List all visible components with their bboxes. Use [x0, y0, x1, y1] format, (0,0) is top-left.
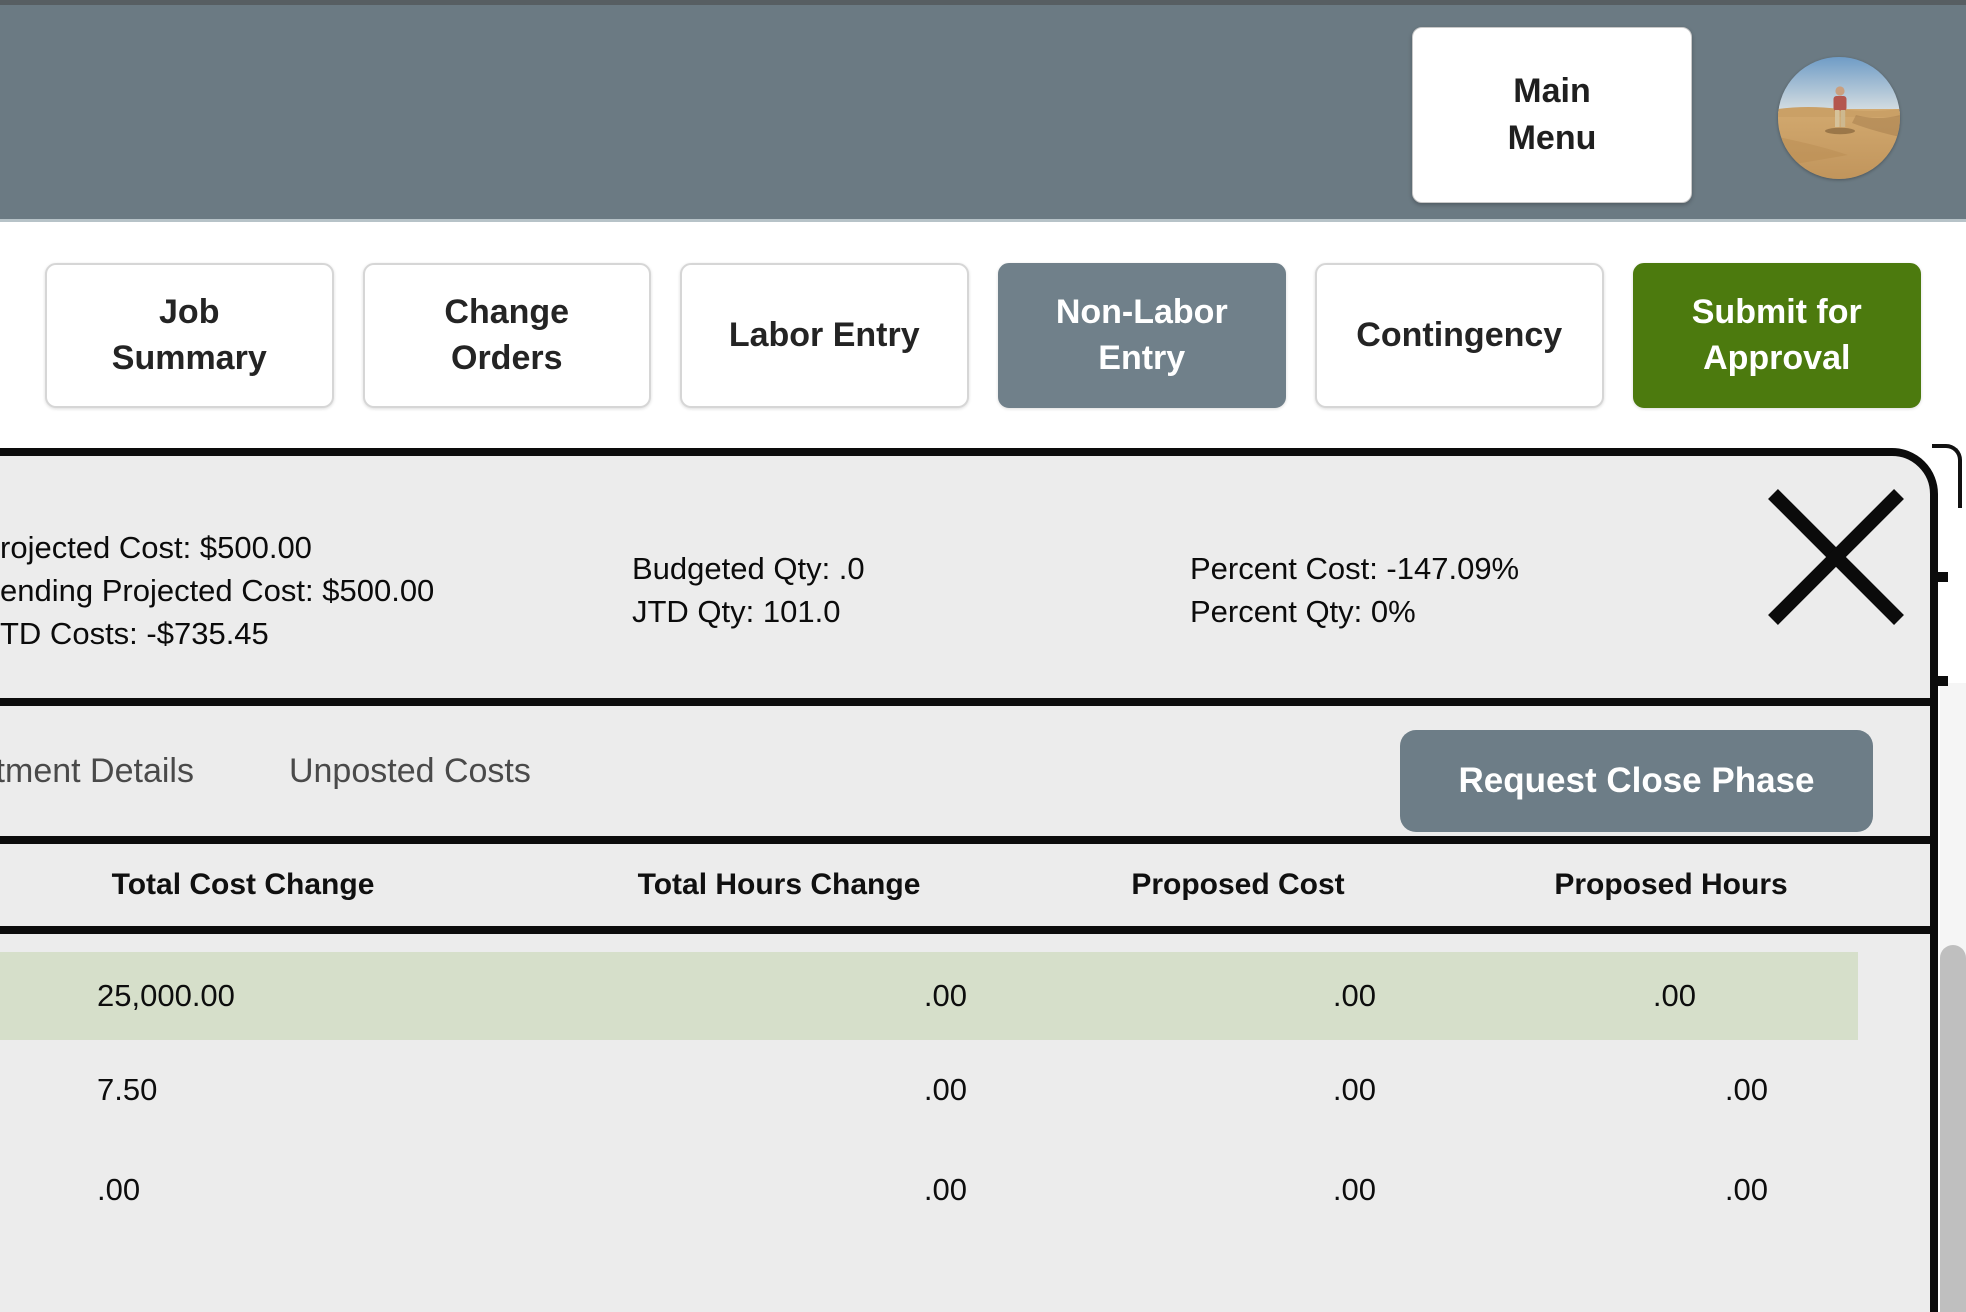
nav-contingency-button[interactable]: Contingency: [1315, 262, 1604, 408]
section-divider: [0, 836, 1930, 844]
user-avatar[interactable]: [1778, 57, 1900, 179]
qty-stats: Budgeted Qty: .0 JTD Qty: 101.0: [632, 547, 1190, 633]
tab-commitment-details[interactable]: itment Details: [0, 751, 194, 790]
background-divider-tick: [1936, 572, 1948, 582]
cell-proposed-hours: .00: [1724, 1072, 1768, 1107]
nav-button-row: Job Summary Change Orders Labor Entry No…: [0, 222, 1966, 448]
nav-labor-entry-button[interactable]: Labor Entry: [680, 262, 969, 408]
jtd-costs-text: TD Costs: -$735.45: [0, 615, 269, 651]
phase-stats-section: rojected Cost: $500.00 ending Projected …: [0, 456, 1930, 698]
table-row-selected[interactable]: 25,000.00 .00 .00 .00: [0, 952, 1858, 1040]
cell-total-cost-change: 7.50: [97, 1072, 158, 1107]
avatar-photo: [1778, 57, 1900, 179]
cost-stats: rojected Cost: $500.00 ending Projected …: [0, 526, 632, 655]
projected-cost-text: rojected Cost: $500.00: [0, 529, 312, 565]
nav-submit-for-approval-button[interactable]: Submit for Approval: [1632, 262, 1921, 408]
table-header-row: Total Cost Change Total Hours Change Pro…: [0, 844, 1930, 926]
cell-total-hours-change: .00: [923, 978, 967, 1013]
nav-non-labor-entry-button[interactable]: Non-Labor Entry: [997, 262, 1286, 408]
jtd-qty-text: JTD Qty: 101.0: [632, 594, 841, 629]
main-menu-button[interactable]: Main Menu: [1412, 27, 1692, 203]
pending-projected-cost-text: ending Projected Cost: $500.00: [0, 572, 435, 608]
cell-total-hours-change: .00: [923, 1172, 967, 1207]
tab-unposted-costs[interactable]: Unposted Costs: [288, 751, 531, 790]
tabs-row: itment Details Unposted Costs Request Cl…: [0, 706, 1930, 836]
nav-job-summary-button[interactable]: Job Summary: [45, 262, 334, 408]
background-panel-corner: [1932, 444, 1962, 508]
cell-proposed-hours: .00: [1652, 978, 1696, 1013]
top-bar: Main Menu: [0, 0, 1966, 222]
column-header-total-cost-change: Total Cost Change: [111, 868, 375, 901]
table-row[interactable]: .00 .00 .00 .00: [0, 1140, 1930, 1240]
section-divider: [0, 698, 1930, 706]
cell-total-hours-change: .00: [923, 1072, 967, 1107]
close-button[interactable]: [1766, 486, 1906, 628]
nav-change-orders-button[interactable]: Change Orders: [362, 262, 651, 408]
column-header-proposed-cost: Proposed Cost: [1131, 868, 1345, 901]
table-body: 25,000.00 .00 .00 .00 7.50 .00 .00 .00 .…: [0, 934, 1930, 1240]
close-icon: [1768, 489, 1904, 625]
column-header-total-hours-change: Total Hours Change: [637, 868, 921, 901]
cell-proposed-cost: .00: [1332, 1072, 1376, 1107]
percent-qty-text: Percent Qty: 0%: [1190, 594, 1416, 629]
request-close-phase-button[interactable]: Request Close Phase: [1400, 730, 1873, 832]
cell-proposed-hours: .00: [1724, 1172, 1768, 1207]
cell-proposed-cost: .00: [1332, 1172, 1376, 1207]
background-divider-tick: [1936, 676, 1948, 686]
scrollbar-thumb[interactable]: [1940, 945, 1966, 1312]
table-row[interactable]: 7.50 .00 .00 .00: [0, 1040, 1930, 1140]
percent-cost-text: Percent Cost: -147.09%: [1190, 551, 1520, 586]
column-header-proposed-hours: Proposed Hours: [1554, 868, 1788, 901]
cell-total-cost-change: 25,000.00: [97, 978, 235, 1013]
budgeted-qty-text: Budgeted Qty: .0: [632, 551, 865, 586]
header-divider: [0, 926, 1930, 934]
cell-total-cost-change: .00: [97, 1172, 141, 1207]
percent-stats: Percent Cost: -147.09% Percent Qty: 0%: [1190, 547, 1930, 633]
phase-detail-modal: rojected Cost: $500.00 ending Projected …: [0, 448, 1938, 1312]
cell-proposed-cost: .00: [1332, 978, 1376, 1013]
